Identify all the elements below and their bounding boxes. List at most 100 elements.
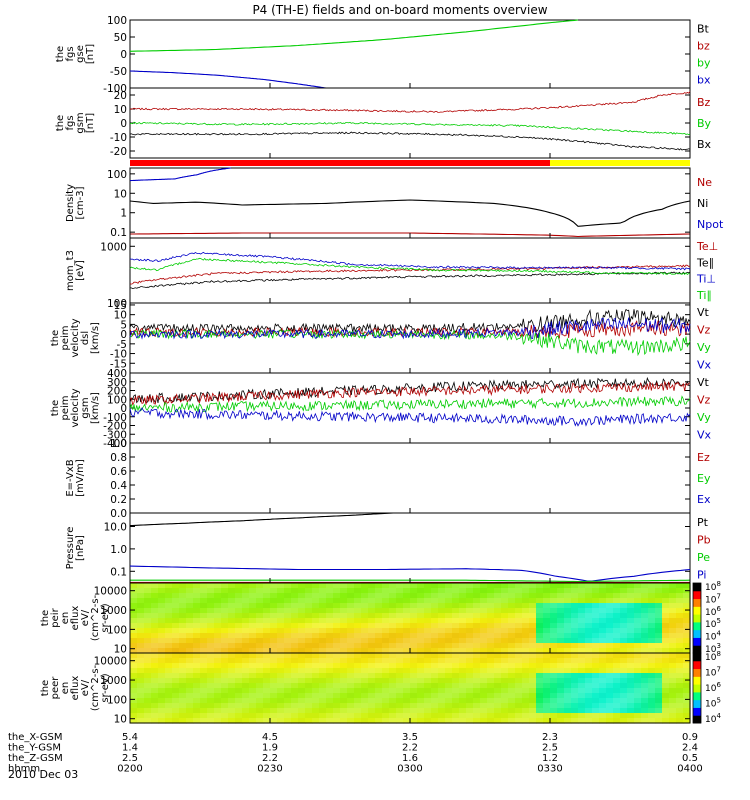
heatmap-cell bbox=[459, 588, 467, 594]
heatmap-cell bbox=[151, 683, 159, 689]
y-tick-label: 10 bbox=[114, 310, 127, 322]
heatmap-cell bbox=[620, 648, 628, 654]
heatmap-cell bbox=[396, 618, 404, 624]
heatmap-cell bbox=[263, 683, 271, 689]
heatmap-cell bbox=[564, 683, 572, 689]
heatmap-cell bbox=[585, 583, 593, 589]
y-axis-label: sr-eV) bbox=[100, 673, 111, 702]
heatmap-cell bbox=[354, 623, 362, 629]
heatmap-cell bbox=[571, 703, 579, 709]
heatmap-cell bbox=[368, 688, 376, 694]
heatmap-cell bbox=[641, 648, 649, 654]
heatmap-cell bbox=[256, 718, 264, 724]
heatmap-cell bbox=[375, 588, 383, 594]
heatmap-cell bbox=[347, 688, 355, 694]
heatmap-cell bbox=[228, 653, 236, 659]
heatmap-cell bbox=[424, 718, 432, 724]
heatmap-cell bbox=[144, 663, 152, 669]
y-axis-label: fgs bbox=[65, 115, 76, 130]
heatmap-cell bbox=[347, 588, 355, 594]
heatmap-cell bbox=[466, 663, 474, 669]
heatmap-cell bbox=[585, 598, 593, 604]
heatmap-cell bbox=[676, 718, 684, 724]
y-axis-label: Density bbox=[65, 184, 76, 222]
heatmap-cell bbox=[648, 718, 656, 724]
heatmap-cell bbox=[130, 703, 138, 709]
x-axis-value: 2.5 bbox=[122, 753, 138, 764]
heatmap-cell bbox=[536, 658, 544, 664]
heatmap-cell bbox=[193, 683, 201, 689]
heatmap-cell bbox=[676, 603, 684, 609]
heatmap-cell bbox=[284, 618, 292, 624]
heatmap-cell bbox=[452, 598, 460, 604]
heatmap-cell bbox=[613, 588, 621, 594]
colorbar-segment bbox=[693, 707, 701, 716]
heatmap-cell bbox=[445, 633, 453, 639]
heatmap-cell bbox=[291, 613, 299, 619]
heatmap-cell bbox=[375, 668, 383, 674]
heatmap-cell bbox=[634, 683, 642, 689]
heatmap-cell bbox=[620, 583, 628, 589]
heatmap-cell bbox=[347, 668, 355, 674]
heatmap-cell bbox=[270, 638, 278, 644]
heatmap-cell bbox=[389, 693, 397, 699]
heatmap-cell bbox=[305, 608, 313, 614]
heatmap-cell bbox=[228, 588, 236, 594]
heatmap-cell bbox=[228, 608, 236, 614]
heatmap-cell bbox=[683, 718, 691, 724]
heatmap-cell bbox=[207, 588, 215, 594]
heatmap-cell bbox=[634, 653, 642, 659]
heatmap-cell bbox=[683, 583, 691, 589]
heatmap-cell bbox=[319, 598, 327, 604]
heatmap-cell bbox=[172, 603, 180, 609]
heatmap-cell bbox=[298, 683, 306, 689]
heatmap-cell bbox=[487, 598, 495, 604]
heatmap-cell bbox=[144, 693, 152, 699]
heatmap-cell bbox=[431, 618, 439, 624]
heatmap-cell bbox=[235, 613, 243, 619]
heatmap-cell bbox=[473, 593, 481, 599]
heatmap-cell bbox=[298, 713, 306, 719]
heatmap-cell bbox=[242, 643, 250, 649]
heatmap-cell bbox=[347, 608, 355, 614]
heatmap-cell bbox=[179, 713, 187, 719]
heatmap-cell bbox=[382, 653, 390, 659]
heatmap-cell bbox=[599, 598, 607, 604]
heatmap-cell bbox=[452, 673, 460, 679]
heatmap-cell bbox=[228, 688, 236, 694]
heatmap-cell bbox=[214, 678, 222, 684]
y-axis-label: eV/ bbox=[80, 609, 91, 626]
heatmap-cell bbox=[585, 703, 593, 709]
heatmap-cell bbox=[172, 653, 180, 659]
heatmap-cell bbox=[396, 673, 404, 679]
heatmap-cell bbox=[214, 693, 222, 699]
heatmap-cell bbox=[319, 663, 327, 669]
heatmap-cell bbox=[277, 623, 285, 629]
heatmap-cell bbox=[515, 638, 523, 644]
heatmap-cell bbox=[592, 698, 600, 704]
heatmap-cell bbox=[340, 693, 348, 699]
heatmap-cell bbox=[529, 643, 537, 649]
heatmap-cell bbox=[606, 683, 614, 689]
heatmap-cell bbox=[550, 603, 558, 609]
heatmap-cell bbox=[298, 678, 306, 684]
heatmap-cell bbox=[536, 603, 544, 609]
heatmap-cell bbox=[536, 643, 544, 649]
heatmap-cell bbox=[501, 683, 509, 689]
heatmap-cell bbox=[270, 583, 278, 589]
heatmap-cell bbox=[480, 683, 488, 689]
heatmap-cell bbox=[424, 683, 432, 689]
heatmap-cell bbox=[298, 613, 306, 619]
heatmap-cell bbox=[543, 593, 551, 599]
y-tick-label: 100 bbox=[107, 169, 127, 181]
heatmap-cell bbox=[249, 693, 257, 699]
heatmap-cell bbox=[319, 718, 327, 724]
heatmap-cell bbox=[585, 708, 593, 714]
heatmap-cell bbox=[158, 613, 166, 619]
heatmap-cell bbox=[228, 613, 236, 619]
heatmap-cell bbox=[599, 718, 607, 724]
heatmap-cell bbox=[368, 588, 376, 594]
heatmap-cell bbox=[200, 628, 208, 634]
heatmap-cell bbox=[606, 603, 614, 609]
heatmap-cell bbox=[613, 633, 621, 639]
